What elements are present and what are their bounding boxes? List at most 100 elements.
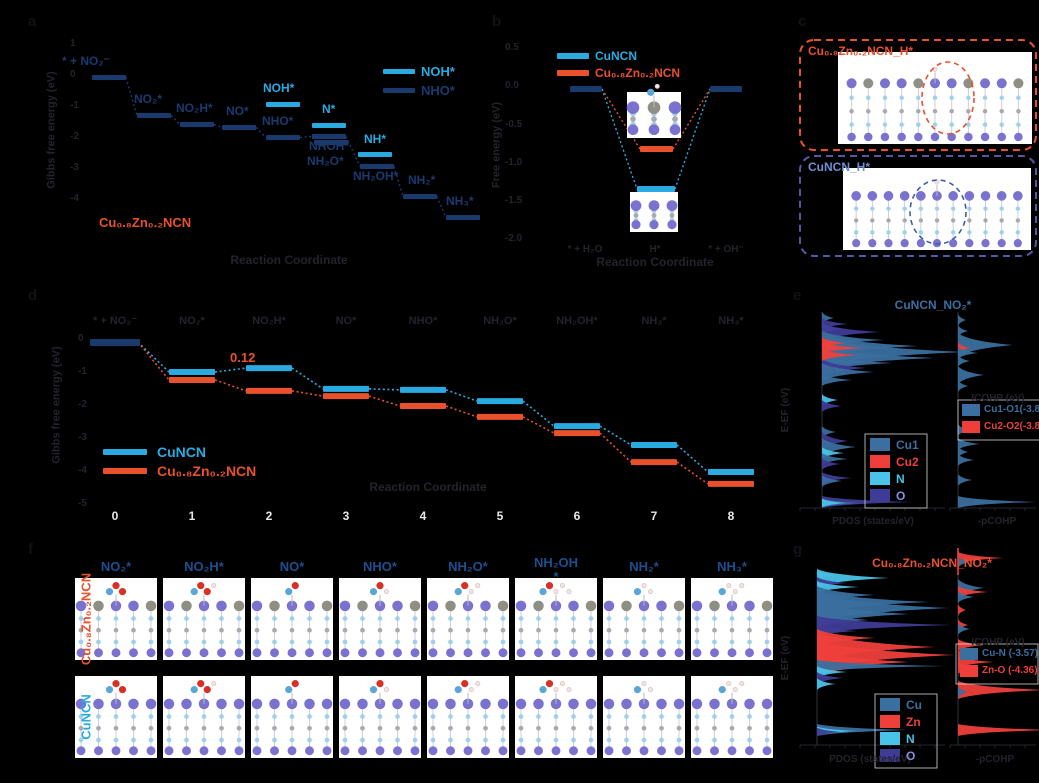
bottom-metal-atom	[463, 746, 473, 756]
adsorbate-atom	[118, 588, 127, 596]
lattice-atom	[465, 627, 471, 633]
lattice-atom	[360, 627, 365, 633]
lattice-atom	[113, 627, 119, 633]
panel-g-pdos-peak	[817, 616, 952, 634]
lattice-atom	[448, 627, 453, 633]
bottom-metal-atom	[864, 132, 873, 142]
lattice-atom	[536, 627, 541, 633]
panel-d-legend-swatch	[103, 468, 147, 474]
panel-e-cohp-peak	[958, 333, 1013, 357]
panel-a-ylabel: Gibbs free energy (eV)	[45, 71, 58, 189]
connector-line	[676, 444, 709, 473]
lattice-atom	[236, 627, 242, 633]
connector-line	[213, 123, 223, 129]
top-metal-atom	[216, 600, 227, 612]
panel-g-cohp-peak	[958, 552, 1004, 564]
lattice-atom	[360, 714, 365, 719]
panel-c-highlight-ellipse	[909, 179, 967, 245]
panel-b-H-ads-CuNCN-level	[637, 186, 675, 192]
top-metal-atom	[497, 698, 509, 710]
panel-a-species-label: NH₂OH*	[353, 169, 399, 183]
lattice-atom	[712, 639, 717, 645]
panel-a-ytick: -4	[70, 193, 79, 204]
lattice-atom	[967, 206, 972, 211]
panel-d-ytick: -4	[78, 465, 87, 476]
lattice-atom	[166, 616, 172, 621]
lattice-atom	[866, 122, 871, 127]
lattice-atom	[500, 737, 506, 743]
lattice-atom	[849, 108, 854, 114]
panel-a-level-bar	[360, 164, 394, 169]
adsorbate-atom	[454, 588, 462, 596]
lattice-atom	[669, 213, 675, 218]
bottom-metal-atom	[997, 132, 1006, 142]
lattice-atom	[272, 627, 277, 633]
lattice-atom	[307, 725, 312, 731]
adsorbate-atom	[468, 589, 474, 595]
top-metal-atom	[269, 698, 280, 710]
panel-c-highlight-ellipse	[921, 61, 975, 135]
lattice-atom	[641, 616, 647, 621]
panel-letter-c: c	[798, 13, 807, 30]
adsorbate-atom	[934, 179, 940, 185]
panel-e-pdos-legend-box	[864, 433, 928, 509]
adsorbate-atom	[376, 582, 384, 590]
lattice-atom	[518, 627, 524, 633]
panel-d-level-bar	[400, 403, 446, 410]
lattice-atom	[289, 737, 295, 743]
bottom-metal-atom	[94, 648, 103, 658]
top-metal-atom	[533, 698, 544, 710]
panel-c-top-title: Cu₀.₈Zn₀.₂NCN_H*	[808, 44, 914, 58]
panel-f-col-header: NH₂*	[629, 559, 659, 574]
panel-f-col-header-star: *	[553, 569, 559, 584]
connector-line	[445, 389, 478, 402]
panel-d-xtick: 6	[573, 509, 581, 523]
adsorbate-atom	[291, 680, 299, 688]
top-metal-atom	[761, 698, 773, 710]
top-metal-atom	[357, 698, 368, 710]
adsorbate-atom	[376, 680, 384, 688]
connector-line	[170, 115, 181, 125]
lattice-atom	[712, 725, 717, 731]
panel-a-legend-swatch	[383, 88, 415, 93]
panel-g-cohp-peak	[958, 681, 1039, 699]
top-metal-atom	[709, 600, 720, 612]
lattice-atom	[201, 616, 207, 621]
panel-b-ylabel: Free energy (eV)	[490, 101, 503, 189]
lattice-atom	[606, 616, 612, 621]
lattice-atom	[983, 206, 988, 211]
lattice-atom	[166, 639, 172, 645]
bottom-metal-atom	[622, 746, 631, 756]
top-metal-atom	[996, 78, 1007, 89]
adsorbate-atom	[461, 582, 469, 590]
lattice-atom	[588, 725, 594, 731]
top-metal-atom	[145, 600, 157, 612]
bottom-metal-atom	[146, 746, 156, 756]
bottom-metal-atom	[622, 648, 631, 658]
adsorbate-atom	[383, 589, 389, 595]
adsorbate-atom	[566, 589, 572, 595]
lattice-atom	[553, 627, 559, 633]
lattice-atom	[747, 616, 752, 621]
lattice-atom	[324, 627, 330, 633]
bottom-metal-atom	[965, 239, 974, 248]
top-metal-atom	[851, 191, 862, 201]
lattice-atom	[236, 714, 242, 719]
lattice-atom	[624, 627, 629, 633]
lattice-atom	[553, 725, 559, 731]
adsorbate-atom	[726, 681, 732, 687]
adsorbate-atom	[718, 588, 726, 596]
panel-b-ytick: -0.5	[505, 119, 523, 130]
adsorbate-atom	[739, 583, 745, 589]
lattice-atom	[729, 714, 735, 719]
bottom-metal-atom	[657, 746, 666, 756]
lattice-atom	[950, 218, 956, 223]
lattice-atom	[465, 616, 471, 621]
panel-d-level-bar	[246, 365, 292, 372]
molecule-image	[603, 676, 685, 758]
panel-d-level-bar	[554, 430, 600, 437]
panel-d-level-bar	[477, 398, 523, 405]
lattice-atom	[518, 714, 524, 719]
lattice-atom	[360, 639, 365, 645]
bottom-metal-atom	[428, 648, 438, 658]
